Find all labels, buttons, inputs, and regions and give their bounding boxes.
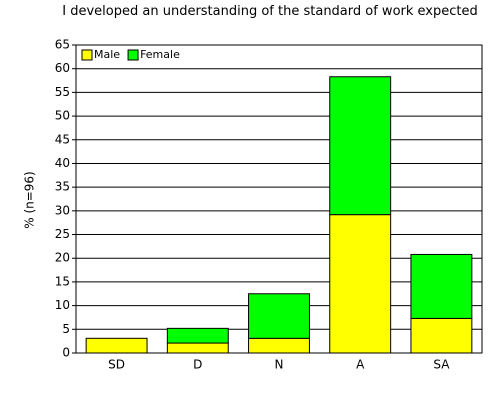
y-tick-label: 10 bbox=[55, 298, 70, 312]
bar-segment bbox=[248, 337, 310, 354]
y-tick-label: 20 bbox=[55, 251, 70, 265]
y-tick-label: 50 bbox=[55, 109, 70, 123]
y-tick-label: 30 bbox=[55, 203, 70, 217]
x-tick-label: SA bbox=[433, 358, 450, 372]
x-tick-label: N bbox=[275, 358, 284, 372]
y-tick-label: 25 bbox=[55, 227, 70, 241]
legend-swatch bbox=[127, 49, 139, 61]
y-tick-label: 15 bbox=[55, 274, 70, 288]
bar-segment bbox=[248, 293, 310, 339]
y-tick-label: 55 bbox=[55, 85, 70, 99]
x-tick-label: D bbox=[193, 358, 202, 372]
x-tick-label: SD bbox=[108, 358, 125, 372]
bar-segment bbox=[410, 253, 473, 319]
y-tick-label: 5 bbox=[62, 322, 70, 336]
plot-frame bbox=[75, 44, 483, 354]
y-tick-label: 65 bbox=[55, 38, 70, 52]
y-tick-label: 35 bbox=[55, 180, 70, 194]
legend-swatch bbox=[81, 49, 93, 61]
legend-label: Male bbox=[94, 48, 120, 61]
bar-segment bbox=[329, 214, 392, 354]
bar-segment bbox=[85, 337, 148, 354]
bar-segment bbox=[166, 327, 229, 344]
y-tick-label: 0 bbox=[62, 346, 70, 360]
x-tick-label: A bbox=[356, 358, 365, 372]
legend-label: Female bbox=[140, 48, 180, 61]
y-tick-label: 40 bbox=[55, 156, 70, 170]
y-tick-label: 60 bbox=[55, 61, 70, 75]
chart-title: I developed an understanding of the stan… bbox=[62, 4, 478, 19]
bar-segment bbox=[410, 317, 473, 354]
y-axis-label: % (n=96) bbox=[23, 171, 37, 229]
y-tick-label: 45 bbox=[55, 132, 70, 146]
bar-segment bbox=[166, 342, 229, 354]
bar-segment bbox=[329, 76, 392, 216]
